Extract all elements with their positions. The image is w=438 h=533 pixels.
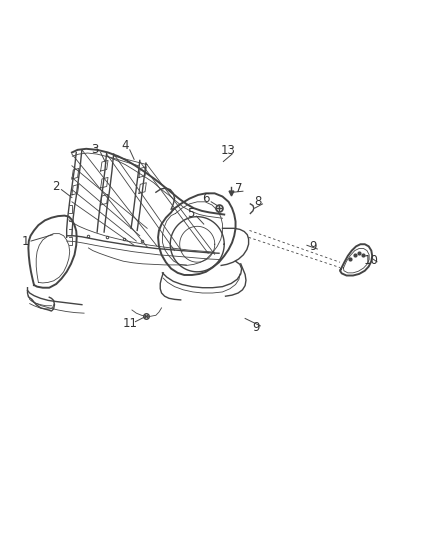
- Text: 9: 9: [309, 240, 316, 253]
- Text: 1: 1: [21, 235, 29, 247]
- Text: 8: 8: [254, 195, 262, 208]
- Text: 3: 3: [91, 143, 99, 156]
- Text: 11: 11: [122, 317, 137, 330]
- Text: 7: 7: [235, 182, 242, 195]
- Text: 10: 10: [364, 254, 379, 266]
- Text: 5: 5: [187, 207, 194, 220]
- Text: 9: 9: [252, 321, 260, 334]
- Text: 6: 6: [202, 192, 210, 205]
- Text: 13: 13: [220, 144, 235, 157]
- Text: 2: 2: [52, 181, 60, 193]
- Text: 4: 4: [122, 139, 129, 152]
